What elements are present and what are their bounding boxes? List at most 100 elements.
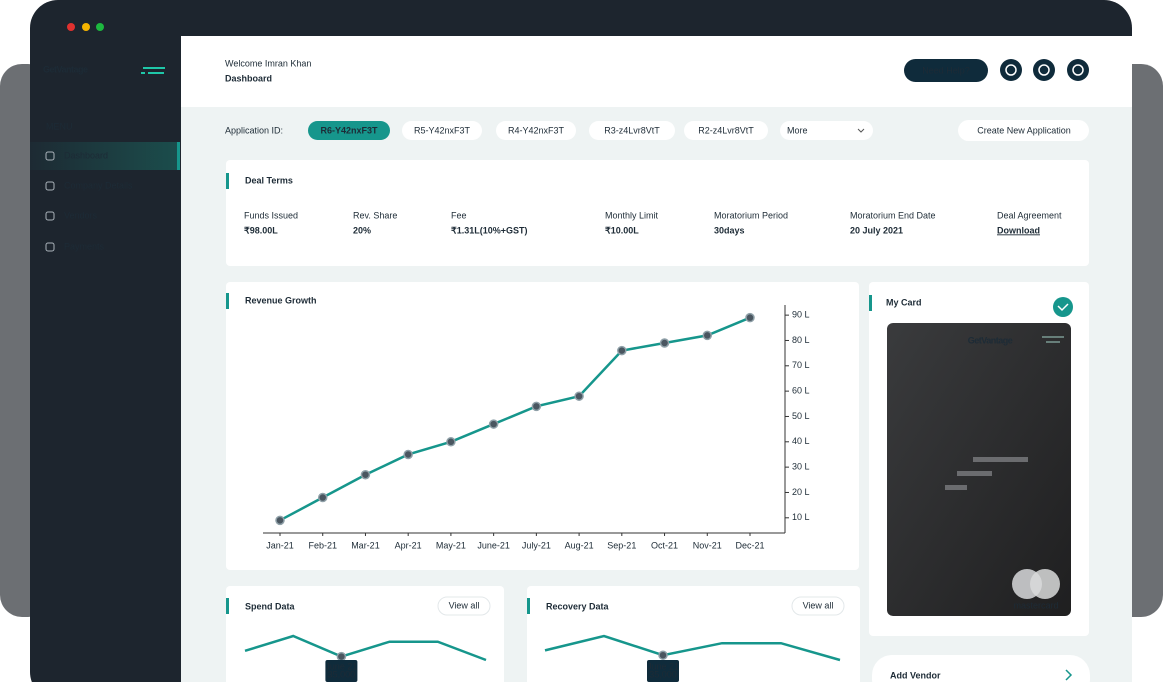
deal-title: Deal Terms — [245, 175, 293, 185]
deal-label: Funds Issued — [244, 210, 298, 220]
view-all-button[interactable] — [791, 596, 845, 616]
y-tick-label: 90 L — [792, 310, 810, 320]
app-id[interactable]: R2-z4Lvr8VtT — [698, 125, 754, 135]
title-accent — [226, 173, 229, 189]
y-tick-label: 40 L — [792, 436, 810, 446]
x-tick-label: Aug-21 — [565, 540, 594, 550]
notifications[interactable] — [1000, 59, 1022, 81]
app-pill[interactable] — [589, 121, 675, 140]
view-all-button[interactable] — [437, 596, 491, 616]
card-brand: GetVantage — [968, 335, 1013, 345]
active-indicator — [177, 142, 180, 170]
deal-label: Rev. Share — [353, 210, 397, 220]
menu-item[interactable]: Vendors — [64, 210, 98, 220]
menu-icon — [45, 242, 55, 252]
x-tick-label: May-21 — [436, 540, 466, 550]
x-tick-label: Oct-21 — [651, 540, 678, 550]
point — [360, 469, 371, 480]
deal-label: Moratorium Period — [714, 210, 788, 220]
page-title: Dashboard — [225, 73, 272, 83]
more-select[interactable] — [780, 121, 873, 140]
card-stripe — [973, 457, 1028, 462]
welcome: Welcome Imran Khan — [225, 58, 311, 68]
deal-value: ₹98.00L — [244, 225, 278, 235]
chart-title: Recovery Data — [546, 601, 610, 611]
title-accent — [869, 295, 872, 311]
tooltip — [325, 660, 358, 682]
tooltip — [647, 660, 679, 682]
app-id[interactable]: R3-z4Lvr8VtT — [604, 125, 660, 135]
deal-card — [226, 160, 1089, 266]
deal-label: Moratorium End Date — [850, 210, 936, 220]
window-close[interactable] — [67, 23, 75, 31]
tooltip-value: 35,000 — [649, 669, 677, 679]
x-tick-label: Mar-21 — [351, 540, 380, 550]
deal-value: ₹1.31L(10%+GST) — [451, 225, 528, 235]
point — [574, 391, 584, 401]
deal-label: Monthly Limit — [605, 210, 659, 220]
chevron — [1065, 669, 1073, 681]
x-tick-label: Jan-21 — [266, 540, 294, 550]
help-button[interactable] — [904, 59, 988, 82]
menu-icon — [45, 181, 55, 191]
deal-value: 20% — [353, 225, 371, 235]
chart-title: Revenue Growth — [245, 295, 317, 305]
y-tick-label: 30 L — [792, 462, 810, 472]
window-minimize[interactable] — [82, 23, 90, 31]
point — [275, 515, 285, 526]
title-accent — [226, 293, 229, 309]
app-id[interactable]: R4-Y42nxF3T — [508, 125, 565, 135]
view-all[interactable]: View all — [449, 600, 480, 610]
menu-item[interactable]: Company Details — [64, 180, 133, 190]
logout[interactable] — [1067, 59, 1089, 81]
x-tick-label: Dec-21 — [735, 540, 764, 550]
chart-title: Spend Data — [245, 601, 296, 611]
tooltip-value: 35,000 — [328, 669, 356, 679]
logo-mark — [141, 67, 165, 74]
app-pill[interactable] — [684, 121, 768, 140]
help-label[interactable]: Need Help? — [922, 65, 970, 75]
mini-line — [544, 634, 841, 662]
mini-line — [244, 634, 487, 662]
add-vendor-button[interactable] — [872, 655, 1090, 682]
menu-title: MENU — [46, 121, 73, 131]
card-stripe — [945, 485, 967, 490]
card-mark — [1042, 336, 1064, 343]
point — [658, 650, 668, 660]
more-label[interactable]: More — [787, 125, 808, 135]
x-tick-label: Nov-21 — [693, 540, 722, 550]
y-tick-label: 60 L — [792, 386, 810, 396]
card-select[interactable] — [1053, 297, 1073, 317]
card-image — [887, 323, 1071, 616]
app-id[interactable]: R6-Y42nxF3T — [320, 125, 378, 135]
app-pill[interactable] — [496, 121, 576, 140]
title-accent — [527, 598, 530, 614]
app-pill[interactable] — [308, 121, 390, 140]
app-pill[interactable] — [402, 121, 482, 140]
point — [488, 419, 499, 429]
create-button[interactable] — [958, 120, 1089, 141]
deal-value[interactable]: Download — [997, 225, 1040, 235]
point — [446, 437, 456, 447]
y-tick-label: 20 L — [792, 487, 810, 497]
x-tick-label: Sep-21 — [607, 540, 636, 550]
point — [617, 345, 627, 356]
window-zoom[interactable] — [96, 23, 104, 31]
x-tick-label: June-21 — [477, 540, 510, 550]
y-tick-label: 10 L — [792, 512, 810, 522]
app-id[interactable]: R5-Y42nxF3T — [414, 125, 471, 135]
card-stripe — [957, 471, 992, 476]
menu-icon — [45, 151, 55, 161]
profile[interactable] — [1033, 59, 1055, 81]
menu-item[interactable]: Payments — [64, 241, 105, 251]
menu-item[interactable]: Dashboard — [64, 150, 108, 160]
deal-value: 20 July 2021 — [850, 225, 903, 235]
view-all[interactable]: View all — [803, 600, 834, 610]
header — [181, 36, 1132, 107]
add-vendor[interactable]: Add Vendor — [890, 670, 941, 680]
tooltip-date: June 21 — [647, 661, 679, 671]
title-accent — [226, 598, 229, 614]
y-tick-label: 80 L — [792, 335, 810, 345]
mini-card — [226, 586, 504, 682]
create-label[interactable]: Create New Application — [977, 125, 1071, 135]
